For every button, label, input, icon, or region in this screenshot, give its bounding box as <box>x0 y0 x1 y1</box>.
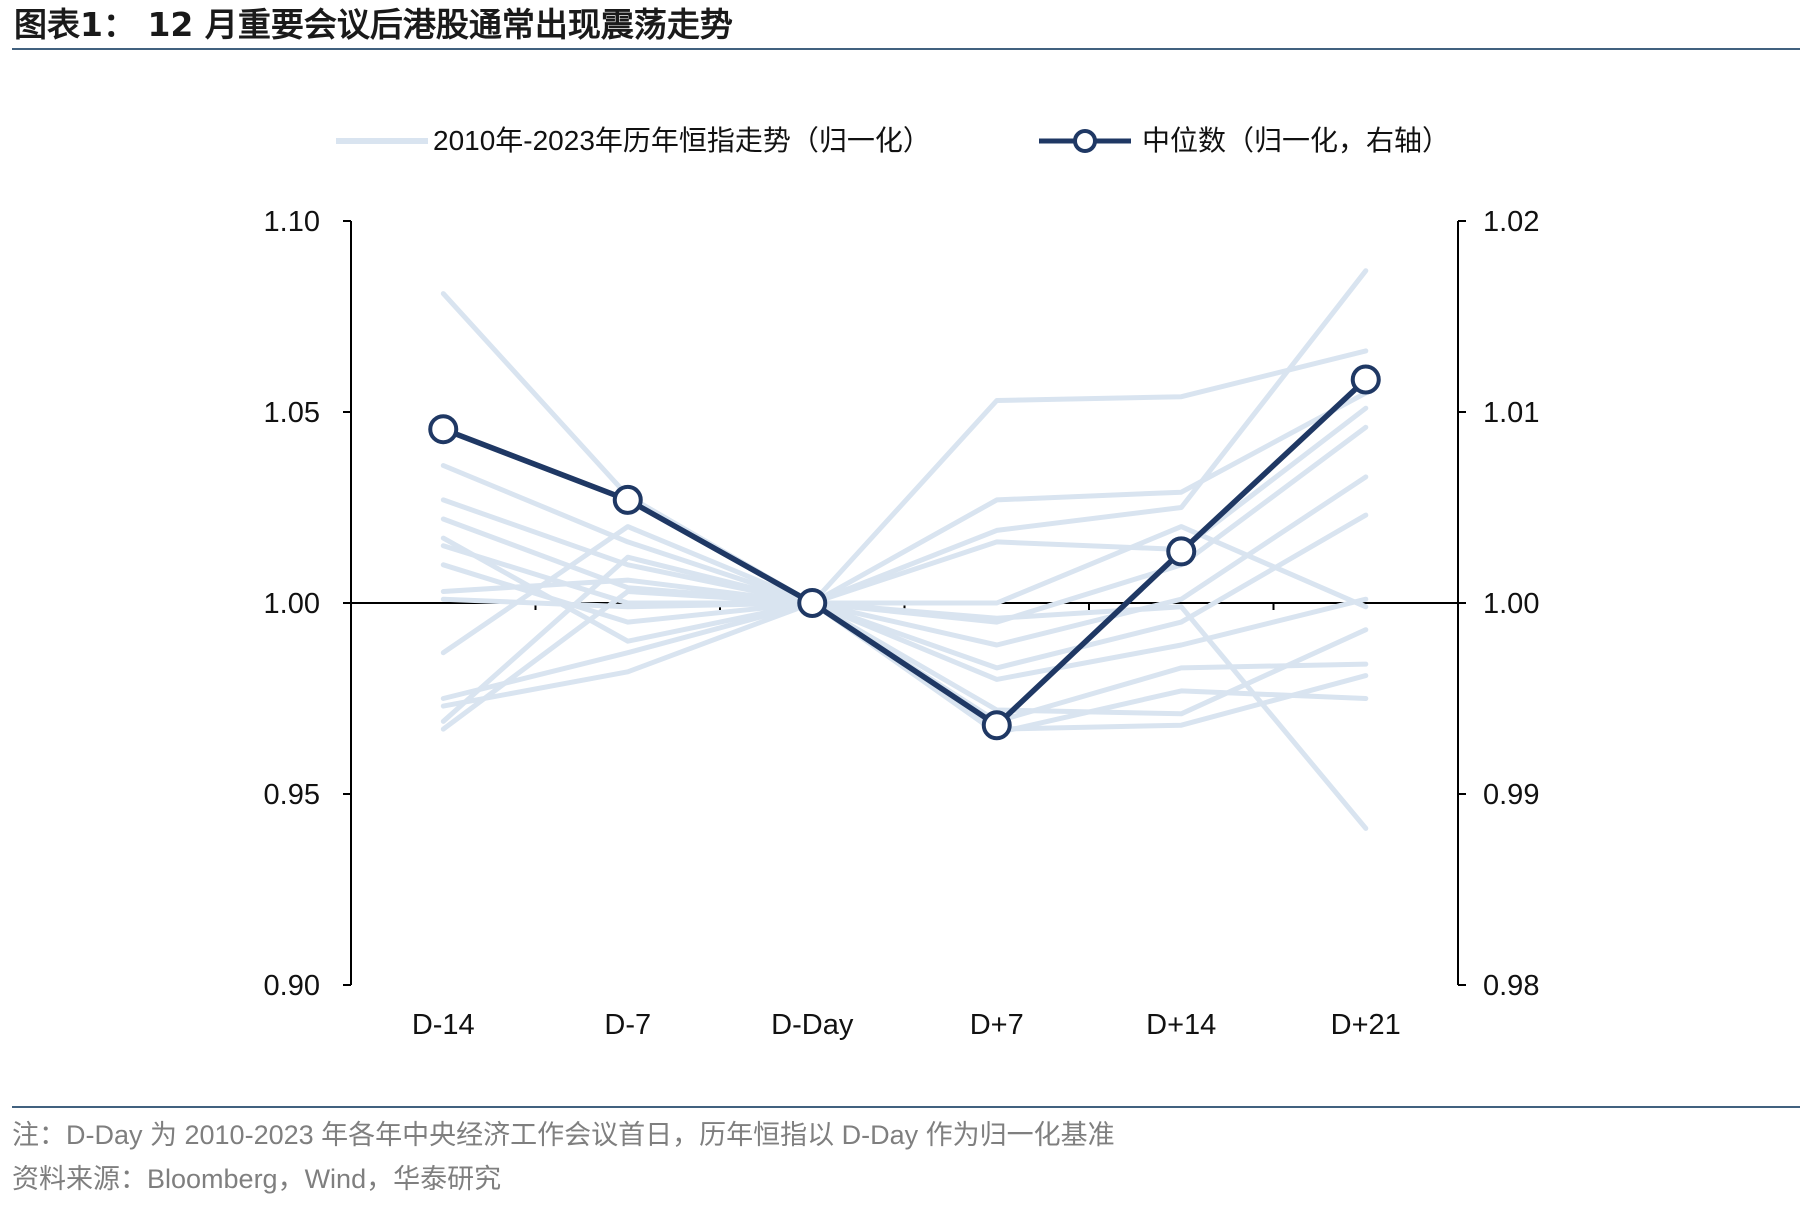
y-right-tick-label: 1.01 <box>1483 397 1539 429</box>
x-category-label: D+14 <box>1146 1009 1216 1041</box>
hsi-year-line <box>440 268 1369 606</box>
footnote-rule <box>12 1106 1800 1108</box>
legend-median-swatch-marker <box>1073 129 1097 153</box>
median-marker <box>1166 536 1197 567</box>
y-right-tick-label: 0.98 <box>1483 970 1539 1002</box>
median-marker <box>1350 364 1381 395</box>
chart-plot: 1.10 1.05 1.00 0.95 0.90 1.02 1.01 1.00 0.99 0.98… <box>264 206 1540 1041</box>
x-category-label: D-7 <box>604 1009 651 1041</box>
hsi-year-line <box>440 390 1369 606</box>
median-marker <box>612 484 643 515</box>
x-category-label: D+7 <box>970 1009 1024 1041</box>
hsi-year-line <box>440 600 1369 717</box>
median-line <box>442 377 1368 728</box>
y-left-tick-label: 0.90 <box>264 970 320 1002</box>
legend-hsi-label: 2010年-2023年历年恒指走势（归一化） <box>433 125 931 156</box>
legend-median-swatch <box>1039 129 1131 153</box>
y-right-tick-label: 0.99 <box>1483 779 1539 811</box>
legend-item-median: 中位数（归一化，右轴） <box>1039 124 1450 158</box>
y-left-tick-label: 1.10 <box>264 206 320 238</box>
figure-title: 图表1： 12 月重要会议后港股通常出现震荡走势 <box>14 5 733 44</box>
x-category-label: D-Day <box>771 1009 854 1041</box>
legend-item-hsi-years: 2010年-2023年历年恒指走势（归一化） <box>336 124 931 158</box>
legend-median-label: 中位数（归一化，右轴） <box>1142 125 1451 156</box>
y-right-tick-label: 1.02 <box>1483 206 1539 238</box>
y-right-tick-label: 1.00 <box>1483 588 1539 620</box>
hsi-year-line <box>440 524 1369 625</box>
y-left-tick-label: 0.95 <box>264 779 320 811</box>
legend-hsi-swatch <box>336 138 428 144</box>
y-left-tick-label: 1.00 <box>264 588 320 620</box>
y-left-tick-label: 1.05 <box>264 397 320 429</box>
median-marker <box>428 414 459 445</box>
chart-source: 资料来源：Bloomberg，Wind，华泰研究 <box>12 1164 502 1194</box>
title-rule <box>12 48 1800 50</box>
median-marker <box>797 588 828 618</box>
x-category-label: D+21 <box>1331 1009 1401 1041</box>
chart-note: 注：D-Day 为 2010-2023 年各年中央经济工作会议首日，历年恒指以 … <box>12 1120 1115 1150</box>
hsi-year-line <box>440 524 1369 682</box>
x-category-label: D-14 <box>412 1009 475 1041</box>
median-marker <box>981 710 1012 741</box>
hsi-year-line <box>440 512 1369 671</box>
hsi-year-line <box>440 348 1369 606</box>
hsi-year-line <box>440 554 1369 736</box>
